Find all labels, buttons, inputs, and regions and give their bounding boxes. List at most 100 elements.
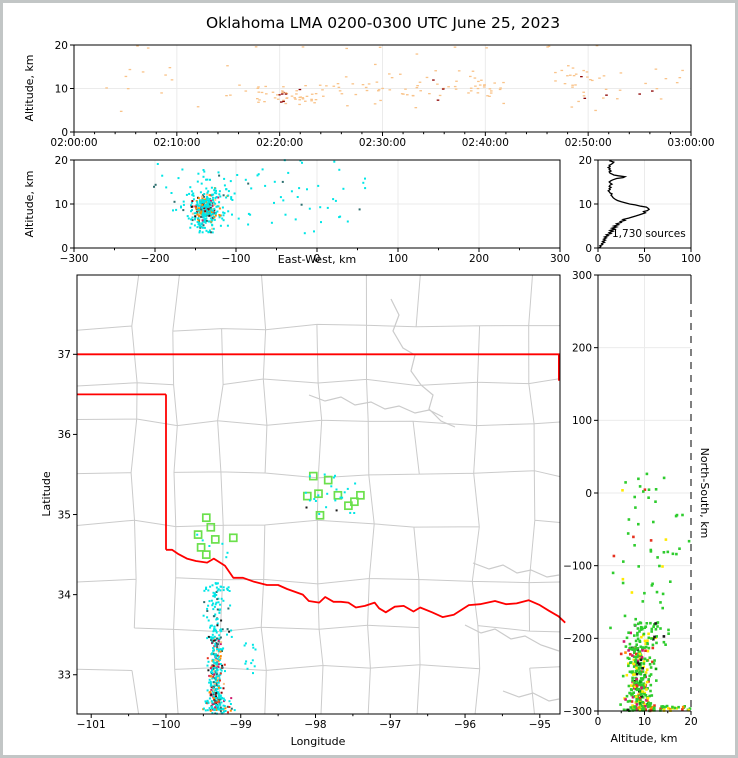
source-point bbox=[358, 208, 361, 211]
lma-station-marker bbox=[196, 543, 206, 552]
source-point bbox=[649, 689, 652, 693]
source-point bbox=[205, 187, 208, 190]
source-point bbox=[203, 207, 206, 210]
source-point bbox=[649, 621, 652, 625]
source-point bbox=[220, 619, 223, 622]
source-point bbox=[215, 682, 217, 685]
source-point bbox=[219, 706, 222, 709]
source-point bbox=[214, 603, 217, 606]
source-point bbox=[628, 699, 632, 703]
source-point bbox=[354, 482, 357, 485]
source-point bbox=[305, 95, 309, 97]
source-point bbox=[256, 87, 260, 89]
source-point bbox=[218, 190, 221, 193]
source-point bbox=[221, 696, 224, 699]
source-point bbox=[212, 689, 215, 691]
source-point bbox=[212, 196, 214, 199]
source-point bbox=[215, 189, 217, 192]
source-point bbox=[644, 705, 647, 708]
source-point bbox=[205, 229, 208, 232]
source-point bbox=[226, 551, 229, 554]
source-point bbox=[221, 628, 224, 631]
source-point bbox=[633, 685, 637, 689]
source-point bbox=[209, 201, 212, 204]
source-point bbox=[223, 705, 226, 708]
source-point bbox=[196, 533, 199, 536]
source-point bbox=[636, 698, 639, 701]
source-point bbox=[624, 645, 628, 648]
source-point bbox=[436, 83, 439, 85]
source-point bbox=[215, 702, 218, 705]
source-point bbox=[211, 202, 214, 205]
source-point bbox=[635, 708, 638, 711]
source-point bbox=[453, 46, 457, 48]
source-point bbox=[213, 202, 215, 205]
source-point bbox=[226, 587, 229, 590]
tick-label: 0 bbox=[61, 243, 68, 255]
source-point bbox=[217, 705, 220, 708]
tick-label: 02:40:00 bbox=[462, 137, 509, 149]
source-point bbox=[653, 709, 656, 712]
source-point bbox=[222, 194, 225, 197]
source-point bbox=[281, 90, 284, 92]
lma-station-marker bbox=[333, 490, 343, 500]
source-point bbox=[646, 705, 650, 709]
source-point bbox=[364, 86, 368, 89]
source-point bbox=[217, 691, 220, 694]
source-point bbox=[211, 219, 214, 222]
source-point bbox=[195, 203, 198, 206]
source-point bbox=[321, 89, 324, 91]
source-point bbox=[206, 178, 209, 181]
source-point bbox=[298, 88, 302, 91]
source-point bbox=[182, 203, 185, 206]
source-point bbox=[218, 611, 221, 614]
source-point bbox=[325, 506, 328, 509]
source-point bbox=[222, 682, 225, 685]
source-point bbox=[478, 84, 482, 86]
source-point bbox=[631, 670, 634, 673]
source-point bbox=[362, 181, 365, 184]
source-point bbox=[301, 98, 305, 100]
source-point bbox=[304, 85, 307, 87]
source-point bbox=[210, 636, 213, 639]
source-point bbox=[182, 200, 185, 203]
source-point bbox=[653, 659, 656, 662]
source-point bbox=[681, 705, 685, 709]
source-point bbox=[196, 226, 199, 229]
source-point bbox=[216, 618, 219, 620]
source-point bbox=[212, 602, 214, 605]
source-point bbox=[216, 688, 218, 690]
source-point bbox=[250, 187, 253, 190]
source-point bbox=[677, 705, 680, 709]
source-point bbox=[627, 684, 631, 688]
county-borders bbox=[76, 274, 561, 715]
source-point bbox=[210, 204, 212, 207]
source-point bbox=[215, 671, 218, 674]
source-point bbox=[222, 219, 225, 222]
source-point bbox=[639, 666, 643, 670]
source-point bbox=[563, 83, 567, 85]
source-point bbox=[635, 672, 639, 676]
source-point bbox=[411, 95, 415, 97]
source-point bbox=[213, 209, 216, 211]
source-point bbox=[642, 708, 646, 712]
source-point bbox=[625, 673, 629, 677]
source-point bbox=[189, 226, 192, 229]
map-river bbox=[308, 394, 444, 418]
source-point bbox=[594, 109, 597, 112]
tick-label: 0 bbox=[314, 253, 321, 265]
source-point bbox=[636, 634, 639, 637]
tick-label: 10 bbox=[638, 716, 651, 728]
source-point bbox=[646, 701, 650, 704]
tick-label: 200 bbox=[572, 342, 592, 354]
source-point bbox=[661, 706, 665, 710]
map-river bbox=[464, 624, 560, 652]
source-point bbox=[629, 706, 632, 709]
source-point bbox=[210, 688, 213, 691]
source-point bbox=[639, 683, 643, 686]
source-point bbox=[643, 639, 647, 643]
source-point bbox=[642, 684, 645, 687]
source-point bbox=[621, 489, 624, 492]
source-point bbox=[638, 93, 641, 95]
source-point bbox=[215, 699, 218, 702]
